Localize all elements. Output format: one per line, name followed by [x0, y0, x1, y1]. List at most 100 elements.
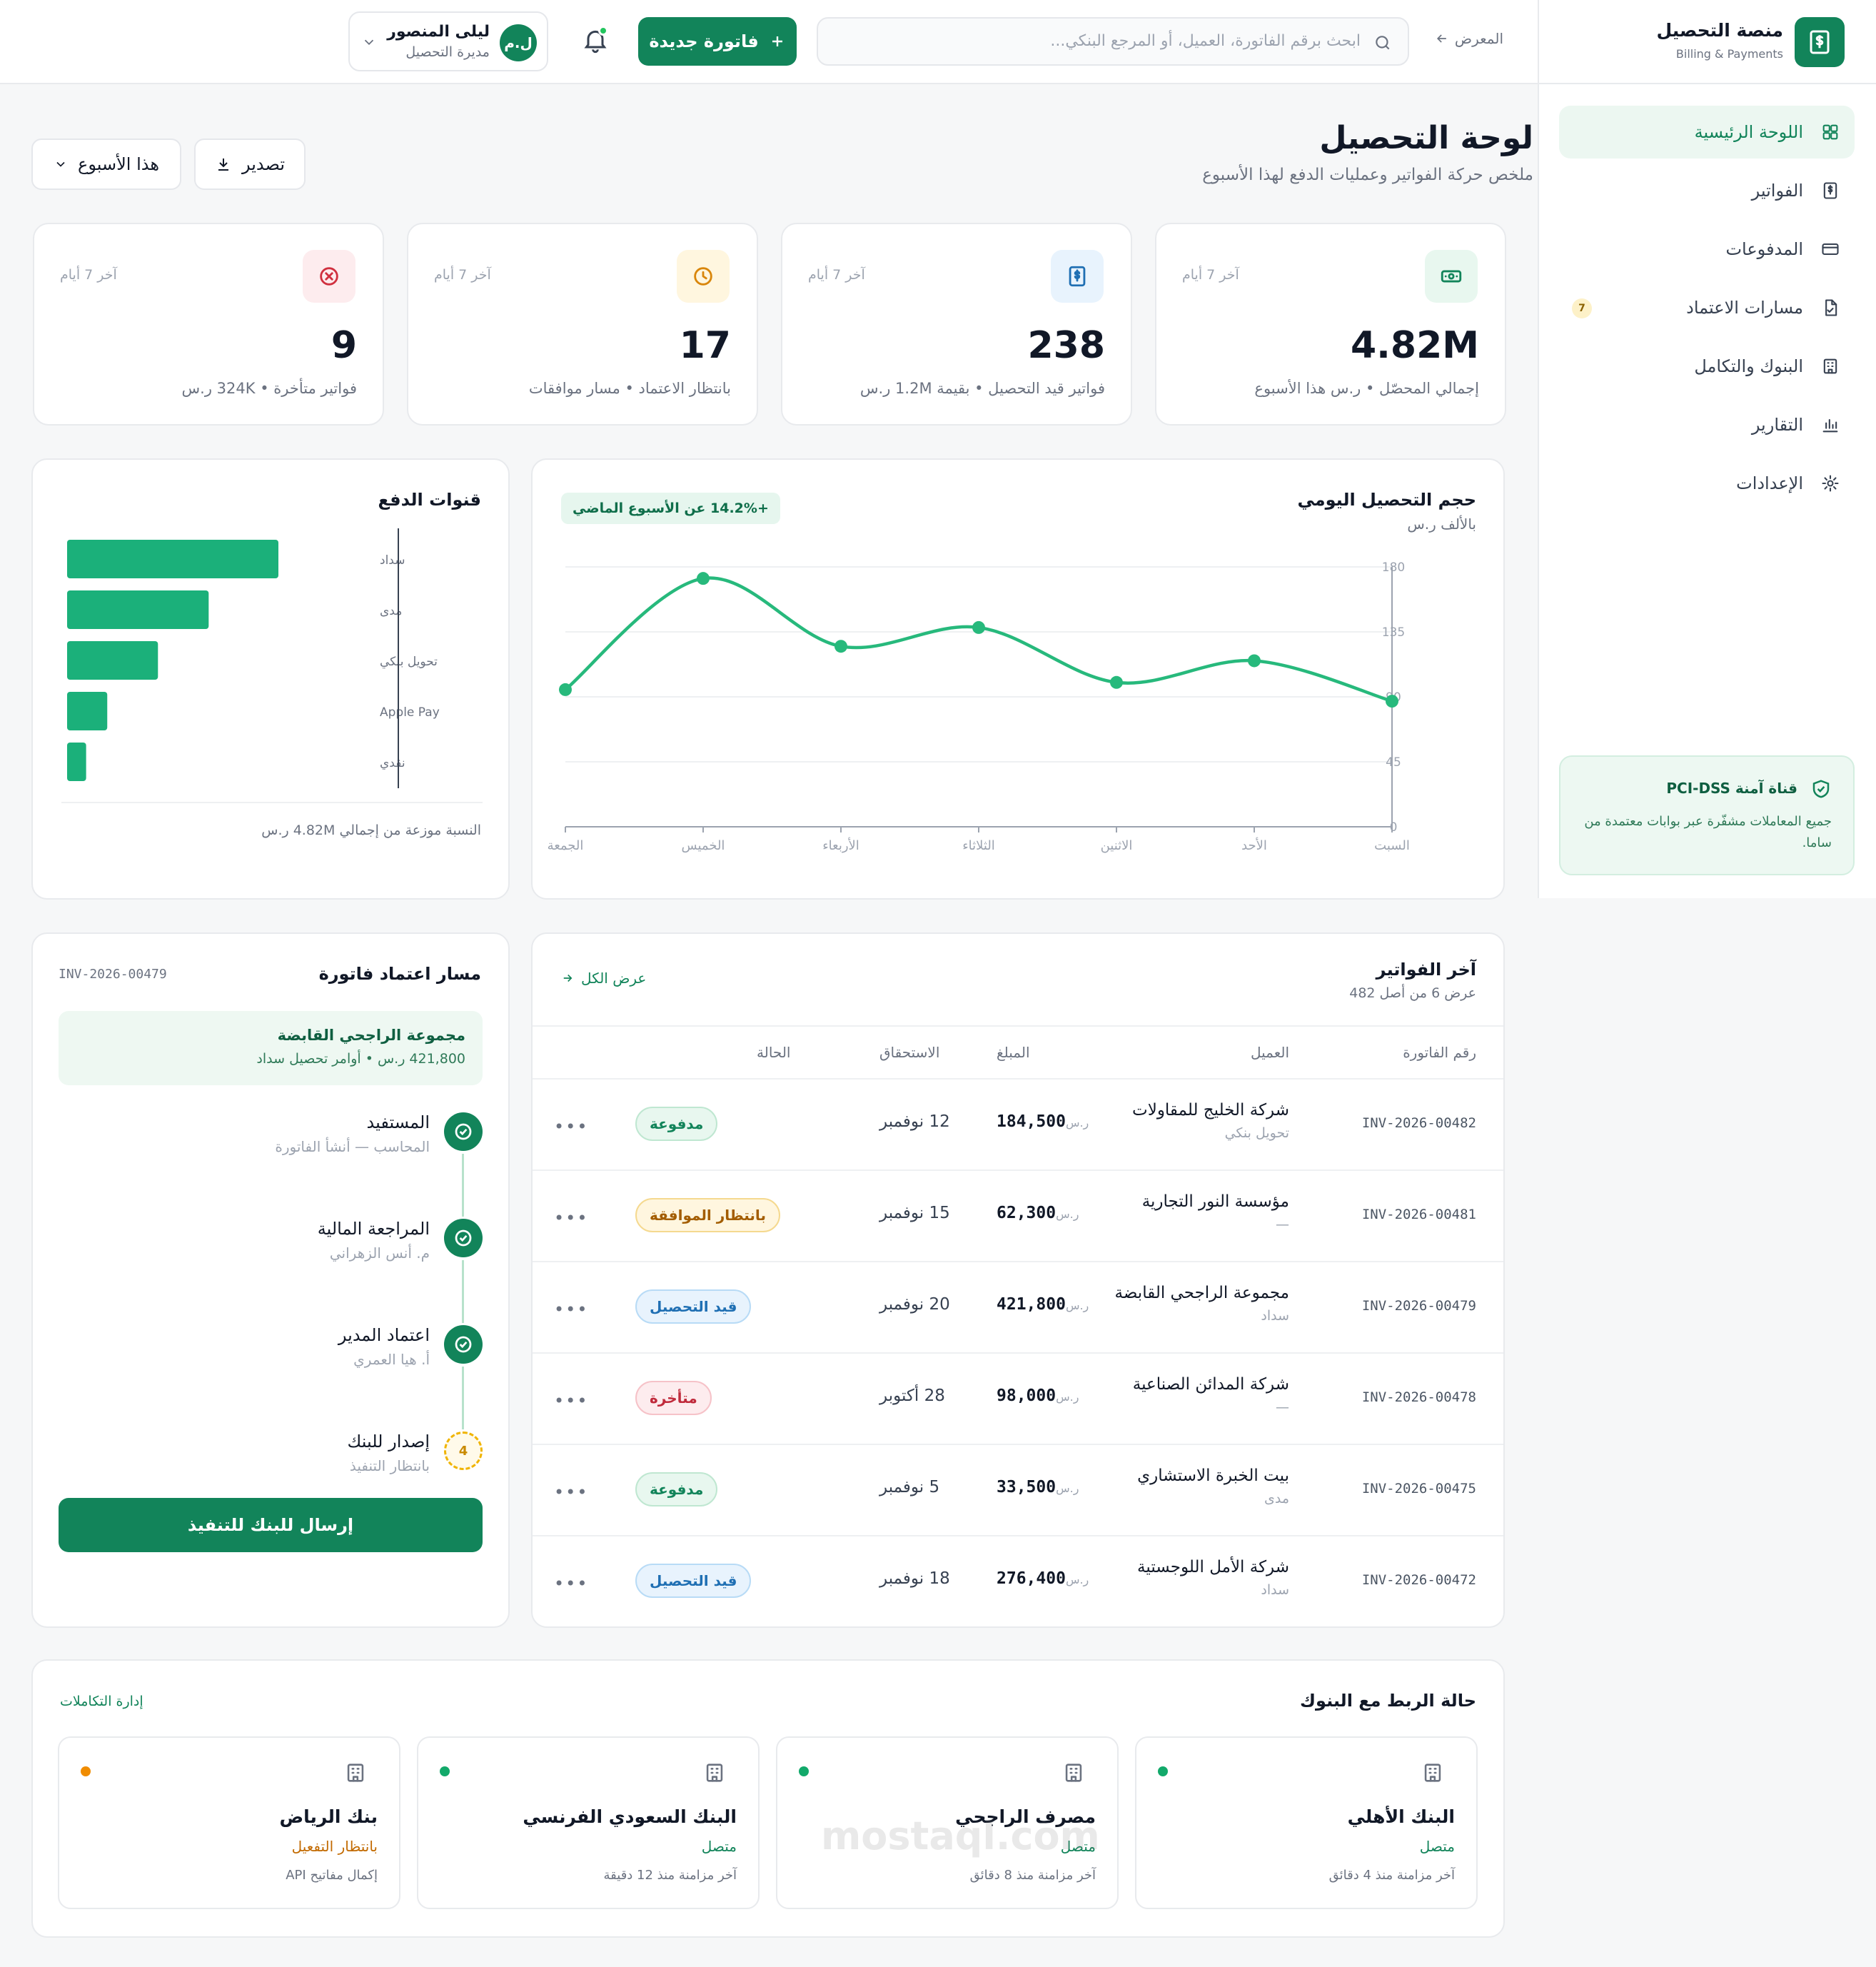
bank-card[interactable]: بنك الرياض بانتظار التفعيل إكمال مفاتيح …	[58, 1736, 400, 1909]
client-name: مجموعة الراجحي القابضة	[1114, 1284, 1289, 1302]
recent-invoices-card: آخر الفواتير عرض 6 من أصل 482 عرض الكل ر…	[531, 932, 1505, 1628]
status-dot	[81, 1766, 91, 1776]
y-tick-label: 0	[1390, 820, 1398, 835]
data-point	[834, 640, 847, 653]
table-row[interactable]: INV-2026-00472 شركة الأمل اللوجستية سداد…	[533, 1536, 1503, 1628]
payment-method: —	[1276, 1217, 1289, 1232]
approval-detail: 421,800 ر.س • أوامر تحصيل سداد	[256, 1051, 465, 1067]
daily-collection-card: حجم التحصيل اليومي بالألف ر.س +14.2% عن …	[531, 458, 1505, 900]
x-tick-label: الأحد	[1241, 837, 1267, 853]
notifications-button[interactable]	[580, 26, 610, 56]
period-label: هذا الأسبوع	[78, 154, 159, 174]
more-icon[interactable]: •••	[554, 1391, 589, 1411]
y-tick-label: 135	[1382, 625, 1405, 640]
kpi-period: آخر 7 أيام	[434, 267, 491, 283]
step-title: المراجعة المالية	[317, 1219, 430, 1239]
step-title: اعتماد المدير	[338, 1325, 430, 1345]
back-link[interactable]: المعرض	[1435, 30, 1503, 47]
more-icon[interactable]: •••	[554, 1574, 589, 1594]
client-cell: شركة المدائن الصناعية —	[1133, 1375, 1289, 1415]
bank-card[interactable]: مصرف الراجحي متصل آخر مزامنة منذ 8 دقائق	[776, 1736, 1119, 1909]
approval-step: المراجعة المالية م. أنس الزهراني	[61, 1219, 483, 1323]
payment-channels-card: قنوات الدفع سداد مدى تحويل بنكي Apple Pay نق…	[31, 458, 510, 900]
invoices-title: آخر الفواتير	[1376, 960, 1476, 980]
sidebar-item-5[interactable]: التقارير	[1559, 398, 1855, 451]
send-to-bank-button[interactable]: إرسال للبنك للتنفيذ	[59, 1498, 483, 1552]
y-tick-label: 180	[1382, 560, 1405, 575]
channel-bar	[67, 692, 108, 730]
currency: ر.س	[1056, 1390, 1079, 1404]
amount-cell: ر.س421,800	[997, 1295, 1094, 1314]
table-row[interactable]: INV-2026-00479 مجموعة الراجحي القابضة سد…	[533, 1262, 1503, 1354]
nav-badge: 7	[1572, 298, 1592, 318]
shield-check-icon	[1810, 778, 1832, 800]
channel-bar	[67, 641, 158, 680]
new-invoice-button[interactable]: فاتورة جديدة	[638, 17, 797, 66]
channel-bar	[67, 590, 209, 629]
due-date: 28 أكتوبر	[879, 1387, 945, 1405]
step-meta: بانتظار التنفيذ	[349, 1457, 430, 1474]
amount: 33,500	[997, 1478, 1056, 1496]
period-select[interactable]: هذا الأسبوع	[31, 139, 181, 190]
x-tick-label: الثلاثاء	[962, 838, 995, 853]
sidebar-item-4[interactable]: البنوك والتكامل	[1559, 340, 1855, 393]
view-all-label: عرض الكل	[581, 970, 647, 987]
secure-title: قناة آمنة PCI-DSS	[1666, 780, 1797, 797]
sidebar-item-0[interactable]: اللوحة الرئيسية	[1559, 106, 1855, 159]
amount-cell: ر.س33,500	[997, 1478, 1084, 1496]
search-input[interactable]: ابحث برقم الفاتورة، العميل، أو المرجع ال…	[817, 17, 1409, 66]
sidebar-item-2[interactable]: المدفوعات	[1559, 223, 1855, 276]
due-date: 12 نوفمبر	[879, 1112, 950, 1131]
due-date: 20 نوفمبر	[879, 1295, 950, 1314]
sidebar-header: منصة التحصيل Billing & Payments	[1539, 0, 1876, 84]
bank-card[interactable]: البنك الأهلي متصل آخر مزامنة منذ 4 دقائق	[1135, 1736, 1478, 1909]
col-amount: المبلغ	[997, 1044, 1030, 1061]
manage-integrations-link[interactable]: إدارة التكاملات	[60, 1694, 143, 1709]
payment-method: مدى	[1264, 1491, 1289, 1506]
banks-title: حالة الربط مع البنوك	[1300, 1691, 1476, 1711]
table-row[interactable]: INV-2026-00481 مؤسسة النور التجارية — ر.…	[533, 1171, 1503, 1262]
status-badge: متأخرة	[635, 1381, 712, 1415]
export-button[interactable]: تصدير	[194, 139, 306, 190]
currency: ر.س	[1056, 1481, 1079, 1495]
status-badge: مدفوعة	[635, 1107, 718, 1141]
more-icon[interactable]: •••	[554, 1208, 589, 1228]
y-tick-label: 45	[1386, 755, 1401, 770]
more-icon[interactable]: •••	[554, 1117, 589, 1137]
sidebar-item-3[interactable]: مسارات الاعتماد 7	[1559, 281, 1855, 334]
sidebar-item-6[interactable]: الإعدادات	[1559, 457, 1855, 510]
channels-note: النسبة موزعة من إجمالي 4.82M ر.س	[261, 822, 481, 838]
step-meta: أ. هيا العمري	[353, 1351, 430, 1368]
amount: 421,800	[997, 1295, 1066, 1314]
step-connector	[462, 1154, 464, 1217]
channel-bar	[67, 743, 86, 781]
bank-name: البنك الأهلي	[1347, 1806, 1455, 1827]
channel-label: تحويل بنكي	[380, 655, 438, 669]
user-menu[interactable]: ل.م ليلى المنصور مديرة التحصيل	[348, 11, 548, 71]
more-icon[interactable]: •••	[554, 1299, 589, 1319]
bank-sync: آخر مزامنة منذ 12 دقيقة	[603, 1868, 737, 1883]
export-label: تصدير	[242, 154, 286, 174]
table-row[interactable]: INV-2026-00482 شركة الخليج للمقاولات تحو…	[533, 1080, 1503, 1171]
sidebar-item-1[interactable]: الفواتير	[1559, 164, 1855, 217]
col-due: الاستحقاق	[879, 1044, 940, 1061]
view-all-link[interactable]: عرض الكل	[561, 970, 646, 987]
sidebar-item-label: الفواتير	[1751, 181, 1803, 201]
currency: ر.س	[1065, 1573, 1089, 1586]
status-badge: قيد التحصيل	[635, 1289, 752, 1324]
data-point	[1110, 675, 1123, 689]
approval-summary: مجموعة الراجحي القابضة 421,800 ر.س • أوا…	[59, 1011, 483, 1085]
status-dot	[799, 1766, 809, 1776]
new-invoice-label: فاتورة جديدة	[649, 31, 759, 51]
status-dot	[1158, 1766, 1168, 1776]
bank-status: بانتظار التفعيل	[291, 1838, 378, 1855]
bank-name: مصرف الراجحي	[955, 1806, 1096, 1827]
more-icon[interactable]: •••	[554, 1482, 589, 1502]
table-row[interactable]: INV-2026-00475 بيت الخبرة الاستشاري مدى …	[533, 1445, 1503, 1536]
avatar: ل.م	[500, 24, 537, 61]
bank-card[interactable]: البنك السعودي الفرنسي متصل آخر مزامنة من…	[417, 1736, 760, 1909]
table-row[interactable]: INV-2026-00478 شركة المدائن الصناعية — ر…	[533, 1354, 1503, 1445]
document-check-icon	[1820, 298, 1840, 318]
arrow-left-icon	[1435, 31, 1449, 46]
client-cell: بيت الخبرة الاستشاري مدى	[1137, 1467, 1289, 1506]
